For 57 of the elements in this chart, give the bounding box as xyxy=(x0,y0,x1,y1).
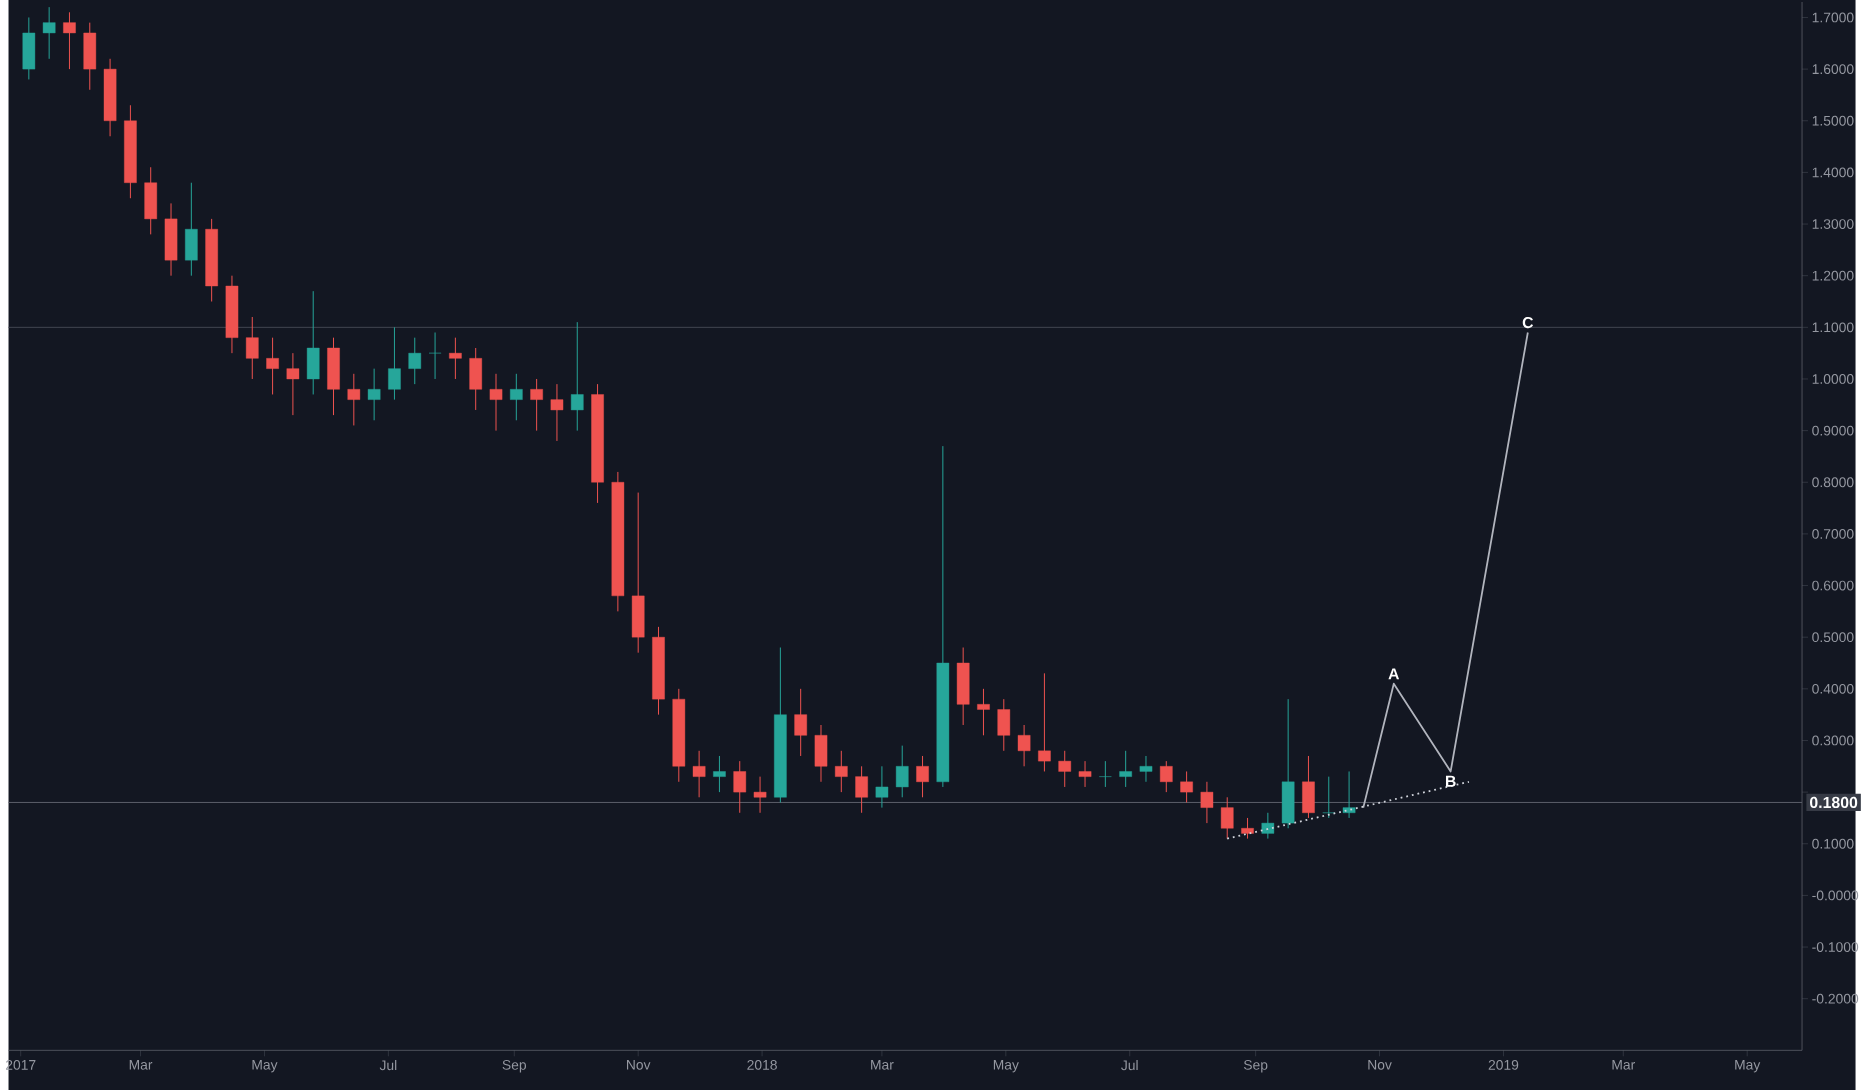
candlestick xyxy=(1078,760,1092,788)
candlestick xyxy=(286,352,300,416)
candlestick xyxy=(1220,796,1234,840)
candlestick xyxy=(1241,817,1254,840)
candlestick xyxy=(855,765,868,814)
candlestick xyxy=(489,373,503,432)
candlestick xyxy=(469,347,482,411)
candlestick xyxy=(1017,724,1031,767)
candlestick xyxy=(835,750,848,793)
candlestick xyxy=(895,745,909,798)
candlestick xyxy=(1159,760,1173,793)
candlestick xyxy=(510,373,523,421)
candlestick xyxy=(631,492,645,654)
candlestick xyxy=(875,765,889,809)
candlestick xyxy=(530,378,543,432)
candlestick xyxy=(1281,698,1295,829)
candlestick xyxy=(550,383,564,442)
candlestick xyxy=(1038,672,1051,772)
candlestick xyxy=(814,724,828,783)
candlestick xyxy=(42,6,56,60)
candlestick xyxy=(22,16,36,80)
candlestick xyxy=(713,755,726,793)
candlestick xyxy=(570,321,584,432)
candlestick xyxy=(794,688,807,757)
candlestick xyxy=(1119,750,1132,788)
candlestick xyxy=(1322,776,1336,819)
candlestick xyxy=(1200,781,1214,824)
line-series xyxy=(1362,331,1529,809)
candlestick xyxy=(245,316,259,380)
candlestick xyxy=(997,698,1011,752)
candlestick xyxy=(63,11,76,70)
candlestick xyxy=(733,760,747,814)
candlestick xyxy=(1342,770,1356,819)
candlestick xyxy=(1139,755,1153,783)
candlestick xyxy=(367,368,381,421)
candlestick xyxy=(1180,770,1193,803)
candlestick xyxy=(408,337,422,385)
candlestick xyxy=(185,182,198,277)
candlestick xyxy=(347,373,361,426)
candlestick xyxy=(1058,750,1072,788)
candlestick xyxy=(388,326,401,401)
candlestick xyxy=(916,755,929,798)
candlestick xyxy=(327,337,340,416)
candlestick xyxy=(956,647,970,726)
candlestick xyxy=(692,750,706,798)
candlestick xyxy=(1302,755,1315,819)
candlestick xyxy=(83,22,97,91)
candlestick xyxy=(1261,812,1275,840)
candlestick xyxy=(266,337,279,395)
candlestick xyxy=(306,290,320,395)
candlestick xyxy=(428,332,442,380)
candlestick xyxy=(449,337,462,380)
candlestick xyxy=(144,166,157,235)
candlestick xyxy=(977,688,990,736)
candlestick xyxy=(164,202,178,277)
candlestick xyxy=(1099,760,1112,788)
candlestick xyxy=(753,776,767,814)
